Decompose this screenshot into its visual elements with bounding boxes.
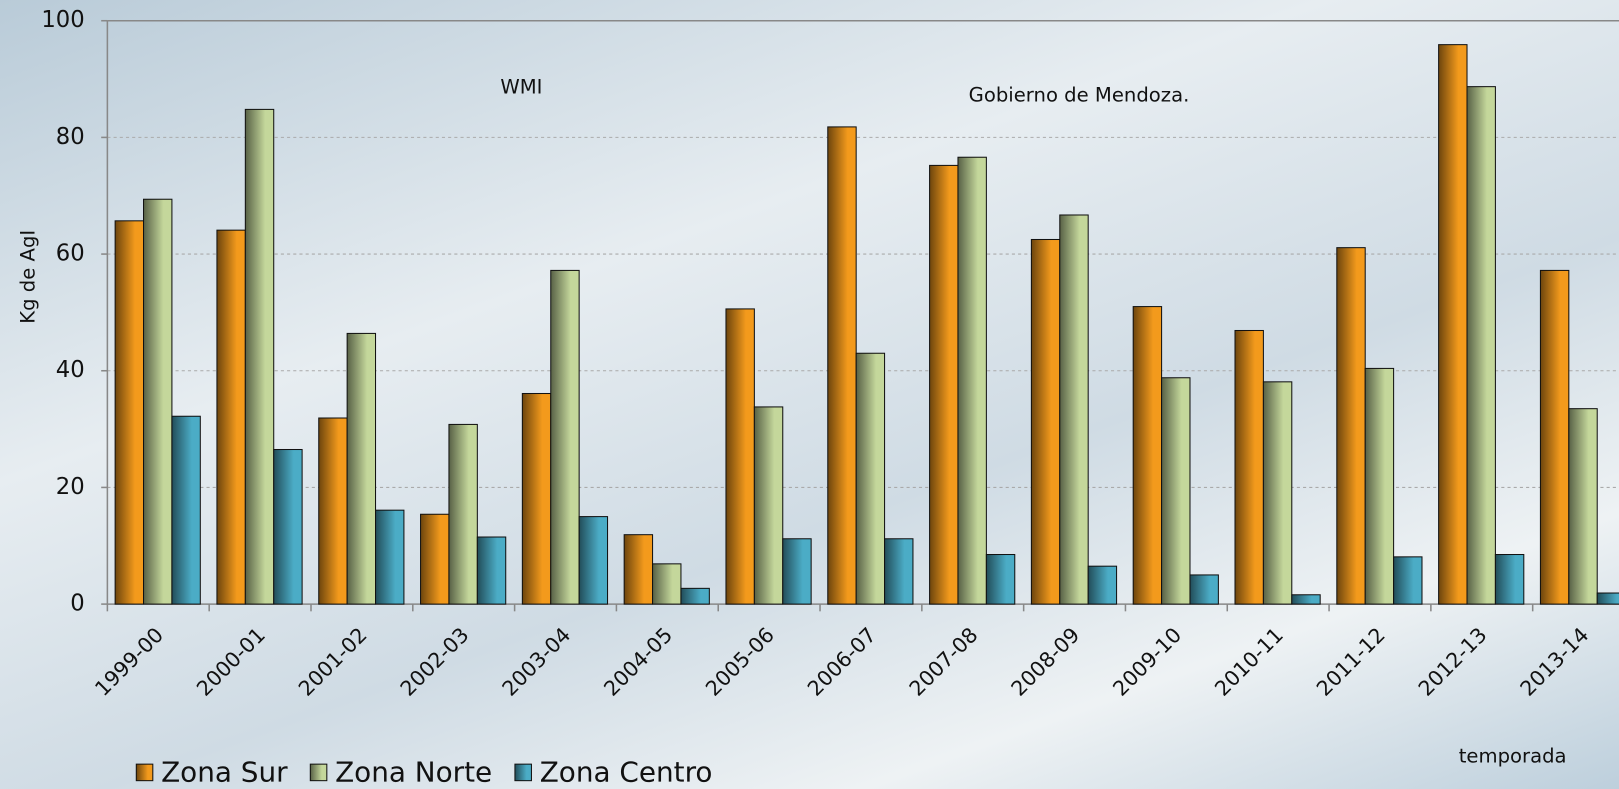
legend-swatch [136, 764, 153, 781]
y-tick-label: 60 [56, 241, 85, 267]
bar [1292, 595, 1320, 604]
y-tick-label: 20 [56, 474, 85, 500]
bar [856, 353, 884, 604]
x-tick-label: 2004-05 [599, 623, 677, 701]
bar [1597, 593, 1619, 604]
bar [115, 221, 143, 604]
bar [579, 517, 607, 605]
y-tick-label: 100 [41, 7, 84, 33]
bar [783, 539, 811, 604]
bar [624, 535, 652, 604]
annotation: Gobierno de Mendoza. [969, 84, 1190, 107]
x-tick-label: 2010-11 [1210, 623, 1288, 701]
x-tick-label: 2013-14 [1515, 623, 1593, 701]
bar [1569, 409, 1597, 604]
bar [1088, 566, 1116, 604]
bar [885, 539, 913, 604]
x-tick-label: 2008-09 [1006, 623, 1084, 701]
x-tick-label: 2009-10 [1108, 623, 1186, 701]
bar [828, 127, 856, 604]
bar [1394, 557, 1422, 604]
bar [1235, 330, 1263, 604]
bar [1337, 248, 1365, 604]
bar [245, 109, 273, 604]
legend-label: Zona Norte [335, 755, 492, 788]
bar [958, 157, 986, 604]
bar [1060, 215, 1088, 604]
bar [1263, 382, 1291, 604]
bar [319, 418, 347, 604]
x-tick-label: 2012-13 [1414, 623, 1492, 701]
bar [1439, 45, 1467, 604]
bar [522, 394, 550, 605]
bar [1467, 87, 1495, 604]
x-tick-label: 1999-00 [90, 623, 168, 701]
bar [754, 407, 782, 604]
x-tick-label: 2006-07 [803, 623, 881, 701]
bar [1133, 307, 1161, 605]
bar [1162, 378, 1190, 604]
x-tick-label: 2003-04 [497, 623, 575, 701]
x-tick-label: 2007-08 [905, 623, 983, 701]
y-tick-label: 0 [70, 591, 84, 617]
x-tick-label: 2011-12 [1312, 623, 1390, 701]
bar [681, 588, 709, 604]
chart: WMI Gobierno de Mendoza. temporada Kg de… [0, 0, 1619, 789]
legend-swatch [310, 764, 327, 781]
bar [477, 537, 505, 604]
bar [1495, 555, 1523, 605]
bar [986, 555, 1014, 605]
legend-label: Zona Centro [540, 755, 713, 788]
bar [172, 416, 200, 604]
y-tick-label: 80 [56, 124, 85, 150]
bar [144, 199, 172, 604]
annotation: WMI [500, 75, 542, 98]
bar [274, 450, 302, 605]
bar [551, 270, 579, 604]
legend-label: Zona Sur [161, 755, 288, 788]
bar [1031, 239, 1059, 604]
bar [653, 564, 681, 604]
bar [449, 424, 477, 604]
x-tick-label: 2000-01 [192, 623, 270, 701]
bar [1540, 270, 1568, 604]
x-tick-label: 2005-06 [701, 623, 779, 701]
bar [1365, 368, 1393, 604]
bar [930, 165, 958, 604]
bar [1190, 575, 1218, 604]
bar [347, 333, 375, 604]
x-tick-label: 2001-02 [294, 623, 372, 701]
bar [726, 309, 754, 604]
legend-swatch [515, 764, 532, 781]
bar [217, 230, 245, 604]
y-axis-label: Kg de AgI [16, 230, 39, 324]
y-tick-label: 40 [56, 357, 85, 383]
bar [421, 514, 449, 604]
x-tick-label: 2002-03 [396, 623, 474, 701]
bar [376, 510, 404, 604]
x-axis-label: temporada [1459, 744, 1567, 767]
